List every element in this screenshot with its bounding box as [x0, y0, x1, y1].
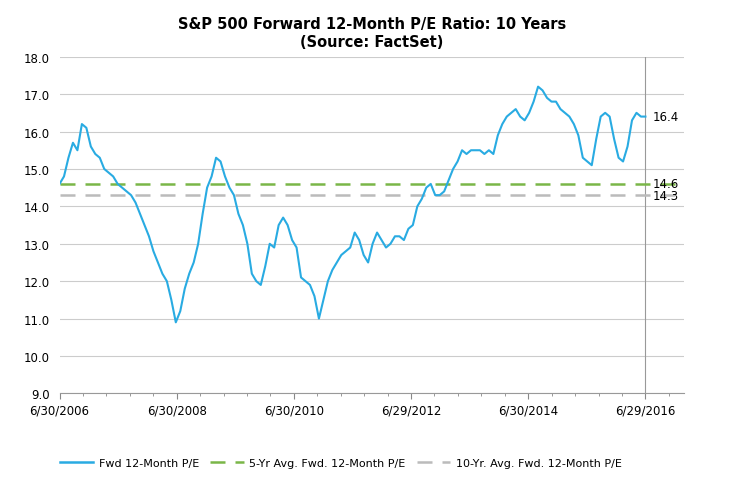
Legend: Fwd 12-Month P/E, 5-Yr Avg. Fwd. 12-Month P/E, 10-Yr. Avg. Fwd. 12-Month P/E: Fwd 12-Month P/E, 5-Yr Avg. Fwd. 12-Mont… [56, 453, 626, 472]
Text: 14.6: 14.6 [652, 178, 679, 191]
Text: 14.3: 14.3 [652, 189, 679, 202]
Text: 16.4: 16.4 [652, 111, 679, 124]
Title: S&P 500 Forward 12-Month P/E Ratio: 10 Years
(Source: FactSet): S&P 500 Forward 12-Month P/E Ratio: 10 Y… [178, 17, 566, 49]
